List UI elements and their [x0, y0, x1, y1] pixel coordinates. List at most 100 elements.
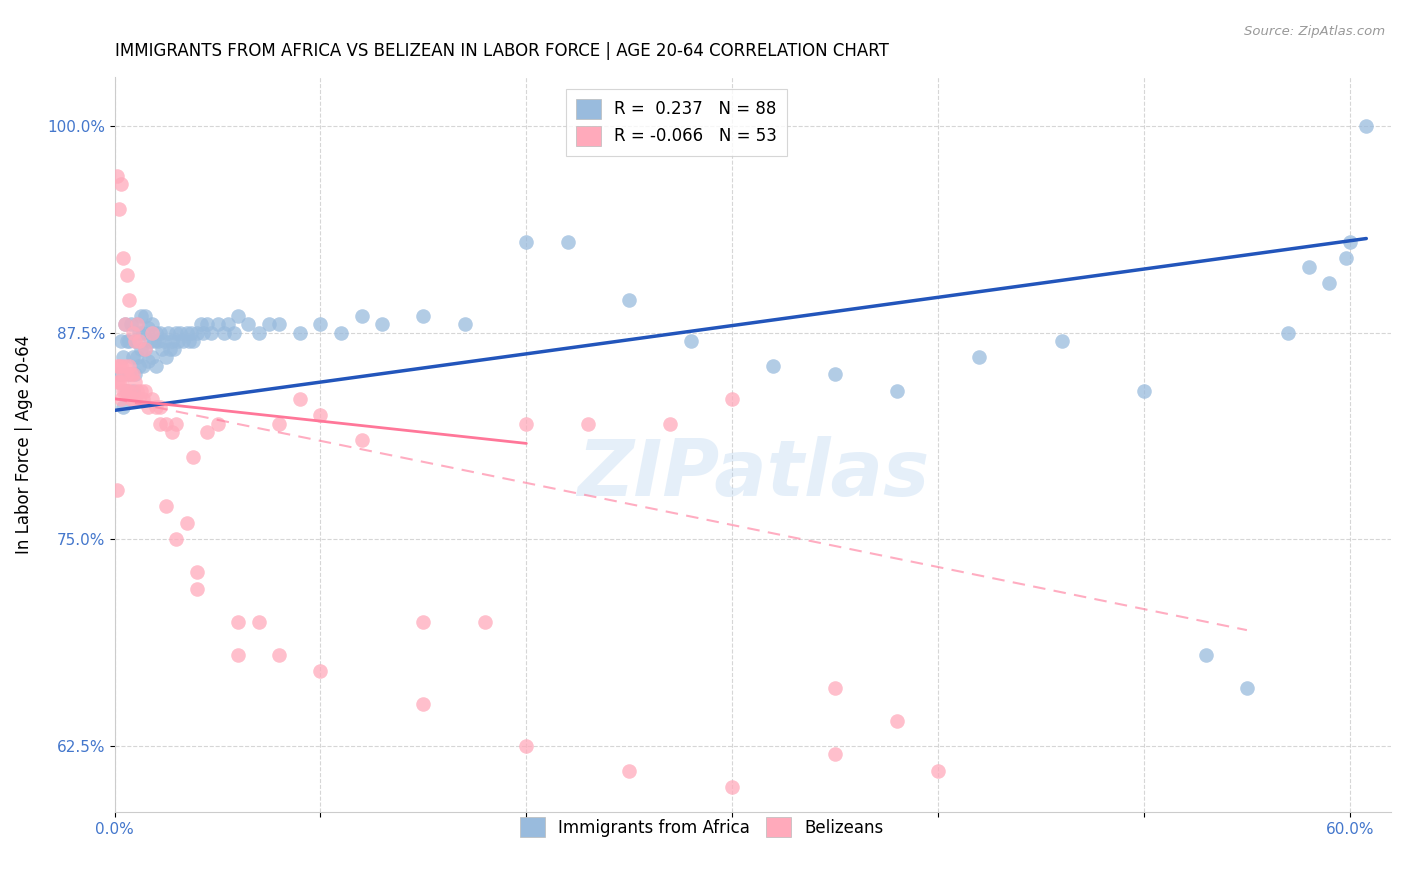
Point: [288, 326, 311, 340]
Point: [163, 343, 186, 357]
Point: [114, 318, 136, 332]
Point: [115, 268, 138, 282]
Point: [186, 566, 208, 580]
Point: [141, 318, 163, 332]
Point: [128, 392, 150, 406]
Point: [115, 367, 138, 381]
Point: [141, 326, 163, 340]
Point: [149, 400, 172, 414]
Point: [110, 392, 132, 406]
Point: [762, 359, 785, 373]
Point: [141, 351, 163, 365]
Point: [330, 326, 353, 340]
Point: [207, 417, 229, 431]
Point: [1195, 648, 1218, 662]
Point: [107, 367, 129, 381]
Point: [118, 367, 141, 381]
Point: [181, 450, 204, 464]
Point: [177, 334, 200, 348]
Point: [118, 293, 141, 307]
Text: ZIPatlas: ZIPatlas: [576, 435, 929, 512]
Point: [111, 400, 134, 414]
Point: [134, 343, 156, 357]
Point: [180, 326, 202, 340]
Point: [118, 359, 141, 373]
Point: [122, 367, 145, 381]
Point: [226, 648, 249, 662]
Point: [132, 392, 155, 406]
Text: IMMIGRANTS FROM AFRICA VS BELIZEAN IN LABOR FORCE | AGE 20-64 CORRELATION CHART: IMMIGRANTS FROM AFRICA VS BELIZEAN IN LA…: [115, 42, 889, 60]
Point: [138, 334, 160, 348]
Point: [1236, 681, 1258, 695]
Point: [1298, 260, 1320, 274]
Point: [111, 367, 134, 381]
Point: [131, 343, 153, 357]
Point: [309, 318, 332, 332]
Point: [169, 326, 191, 340]
Point: [167, 334, 190, 348]
Point: [350, 433, 373, 447]
Point: [124, 334, 146, 348]
Point: [122, 351, 145, 365]
Point: [114, 318, 136, 332]
Point: [127, 318, 149, 332]
Point: [557, 235, 579, 249]
Point: [269, 318, 291, 332]
Point: [114, 359, 136, 373]
Point: [149, 417, 172, 431]
Point: [1029, 830, 1052, 844]
Point: [412, 615, 434, 629]
Point: [107, 202, 129, 216]
Point: [110, 334, 132, 348]
Point: [127, 384, 149, 398]
Point: [212, 326, 235, 340]
Point: [288, 392, 311, 406]
Point: [309, 409, 332, 423]
Point: [134, 384, 156, 398]
Point: [157, 326, 180, 340]
Point: [186, 582, 208, 596]
Point: [146, 334, 169, 348]
Point: [824, 747, 846, 761]
Point: [181, 334, 204, 348]
Point: [120, 318, 142, 332]
Point: [247, 615, 270, 629]
Point: [127, 351, 149, 365]
Point: [824, 681, 846, 695]
Point: [269, 648, 291, 662]
Point: [142, 334, 165, 348]
Point: [886, 384, 908, 398]
Point: [145, 359, 167, 373]
Point: [515, 235, 537, 249]
Point: [412, 309, 434, 323]
Point: [124, 334, 146, 348]
Point: [412, 698, 434, 712]
Point: [110, 376, 132, 390]
Point: [136, 320, 159, 334]
Point: [207, 318, 229, 332]
Point: [105, 169, 128, 183]
Point: [257, 318, 280, 332]
Point: [150, 343, 173, 357]
Point: [453, 318, 475, 332]
Point: [115, 334, 138, 348]
Point: [155, 417, 177, 431]
Point: [118, 334, 141, 348]
Point: [132, 326, 155, 340]
Point: [111, 351, 134, 365]
Y-axis label: In Labor Force | Age 20-64: In Labor Force | Age 20-64: [15, 334, 32, 554]
Point: [115, 384, 138, 398]
Point: [1029, 813, 1052, 827]
Point: [145, 326, 167, 340]
Point: [172, 334, 194, 348]
Point: [927, 764, 949, 778]
Point: [149, 326, 172, 340]
Point: [155, 351, 177, 365]
Point: [190, 318, 212, 332]
Point: [309, 665, 332, 679]
Point: [128, 326, 150, 340]
Point: [195, 318, 218, 332]
Legend: Immigrants from Africa, Belizeans: Immigrants from Africa, Belizeans: [513, 810, 890, 844]
Point: [111, 252, 134, 266]
Point: [107, 376, 129, 390]
